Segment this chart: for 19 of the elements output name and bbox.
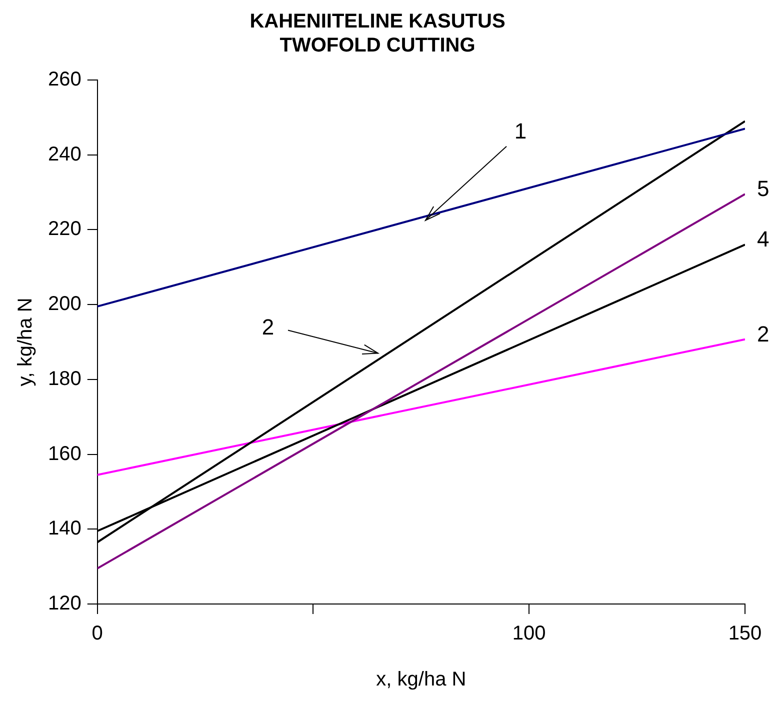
x-tick-label: 150 [728,622,762,645]
y-tick-label: 240 [48,143,82,166]
annotation: 4 [757,226,770,252]
x-tick-label: 0 [92,622,103,645]
y-tick-label: 180 [48,368,82,390]
x-axis-title: x, kg/ha N [376,668,466,691]
y-axis-title: y, kg/ha N [14,298,37,386]
y-tick-label: 220 [48,218,82,240]
y-tick-label: 200 [48,293,82,316]
y-tick-label: 120 [48,592,82,615]
y-tick-label: 160 [48,442,82,465]
chart-title: KAHENIITELINE KASUTUS TWOFOLD CUTTING [250,10,506,57]
annotation: 2 [262,314,274,340]
annotation: 1 [514,118,527,144]
y-tick-label: 140 [48,518,82,540]
annotation: 2 [757,321,770,346]
annotation: 5 [757,176,770,202]
x-tick-label: 100 [512,622,546,645]
y-tick-label: 260 [48,68,82,91]
